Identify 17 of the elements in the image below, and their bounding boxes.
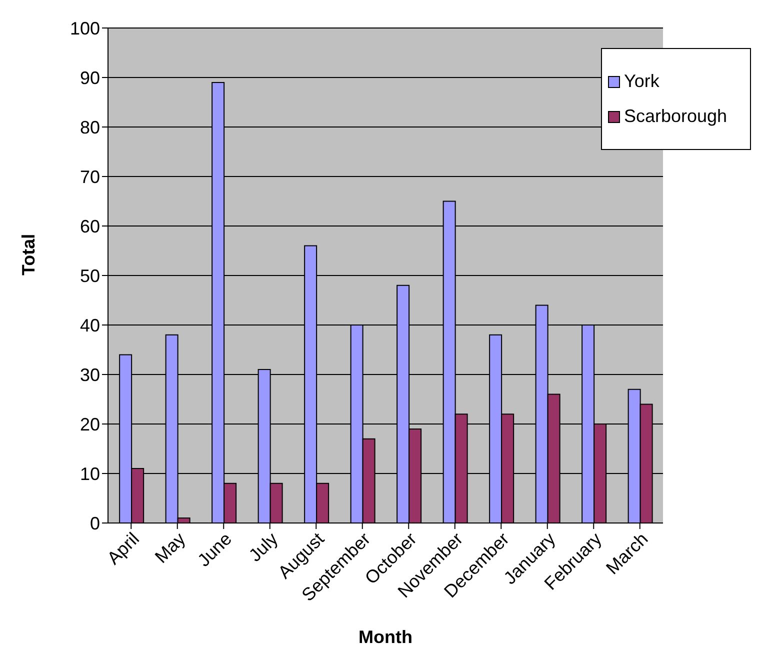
y-tick-label: 0 bbox=[90, 513, 100, 534]
y-tick-label: 50 bbox=[80, 266, 100, 286]
y-tick-label: 20 bbox=[80, 414, 100, 434]
y-tick-label: 30 bbox=[80, 364, 100, 385]
y-tick-label: 100 bbox=[70, 18, 100, 38]
y-tick-label: 60 bbox=[80, 216, 100, 236]
y-tick-label: 70 bbox=[80, 166, 100, 187]
y-tick-label: 80 bbox=[80, 117, 100, 138]
x-tick-label: July bbox=[244, 528, 282, 566]
y-tick-label: 90 bbox=[80, 68, 100, 88]
x-tick-label: May bbox=[151, 528, 190, 567]
y-axis-title: Total bbox=[18, 234, 38, 276]
legend-label: York bbox=[624, 71, 660, 92]
legend-label: Scarborough bbox=[624, 106, 728, 127]
x-axis-title: Month bbox=[358, 627, 412, 647]
y-tick-label: 10 bbox=[80, 464, 100, 484]
y-tick-label: 40 bbox=[80, 315, 100, 336]
